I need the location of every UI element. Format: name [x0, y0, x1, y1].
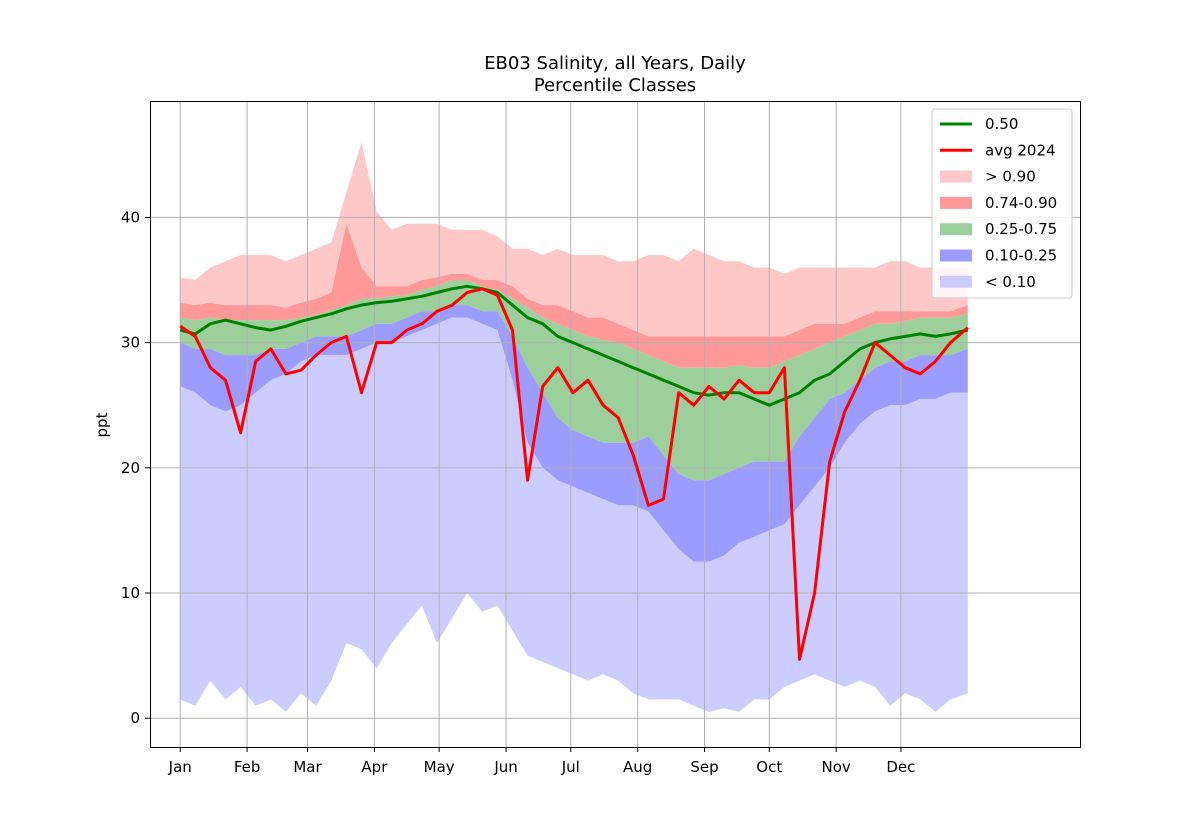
percentile-bands: [180, 142, 968, 712]
legend-label-0-74-0-90: 0.74-0.90: [985, 194, 1057, 212]
legend-swatch-0-10: [940, 275, 972, 288]
x-tick-label: Mar: [293, 758, 322, 776]
x-tick-label: Apr: [361, 758, 388, 776]
band-0-10-0-25: [180, 305, 968, 562]
x-tick-label: Jul: [561, 758, 580, 776]
legend-swatch-0-74-0-90: [940, 196, 972, 209]
legend-label-0-50: 0.50: [985, 115, 1018, 133]
x-tick-label: Feb: [234, 758, 261, 776]
series-lines: [179, 284, 969, 661]
legend-label-0-10-0-25: 0.10-0.25: [985, 247, 1057, 265]
chart-subtitle: Percentile Classes: [534, 75, 696, 96]
band-0-10: [180, 317, 968, 712]
axis-ticks: Jan Feb Mar Apr May Jun Jul Aug Sep Oct Nov Dec 0 10 2…: [121, 208, 916, 776]
legend-swatch-0-10-0-25: [940, 249, 972, 262]
y-tick-label: 20: [121, 459, 140, 477]
band-0-90: [180, 142, 968, 337]
y-axis-label: ppt: [93, 412, 111, 437]
x-tick-label: Sep: [690, 758, 718, 776]
y-tick-label: 40: [121, 208, 140, 226]
y-tick-label: 0: [130, 709, 140, 727]
legend-label-avg-2024: avg 2024: [985, 141, 1056, 159]
band-0-25-0-75: [180, 280, 968, 481]
x-tick-label: May: [424, 758, 455, 776]
x-tick-label: Jun: [493, 758, 517, 776]
x-tick-label: Oct: [756, 758, 782, 776]
series-line-0-50: [179, 284, 969, 407]
x-tick-label: Jan: [168, 758, 192, 776]
legend: 0.50 avg 2024 > 0.90 0.74-0.90 0.25-0.75 0.10…: [931, 108, 1073, 299]
grid-lines: [150, 101, 1080, 747]
x-tick-label: Dec: [886, 758, 915, 776]
y-tick-label: 30: [121, 334, 140, 352]
x-tick-label: Aug: [623, 758, 652, 776]
plot-frame: [150, 101, 1081, 748]
y-tick-label: 10: [121, 584, 140, 602]
chart-title: EB03 Salinity, all Years, Daily: [484, 53, 746, 74]
x-tick-label: Nov: [822, 758, 851, 776]
series-line-avg-2024: [179, 287, 969, 661]
legend-label-0-10: < 0.10: [985, 273, 1036, 291]
legend-swatch-0-90: [940, 170, 972, 183]
band-0-74-0-90: [180, 223, 968, 368]
legend-swatch-0-25-0-75: [940, 223, 972, 236]
legend-label-0-90: > 0.90: [985, 168, 1036, 186]
legend-label-0-25-0-75: 0.25-0.75: [985, 220, 1057, 238]
